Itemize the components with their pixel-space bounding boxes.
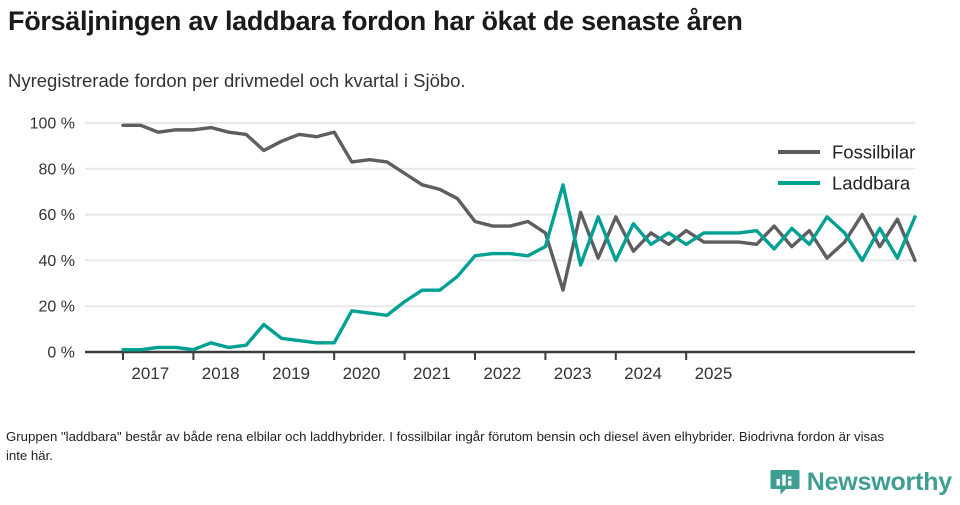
y-axis-tick-label: 20 %	[39, 299, 75, 316]
legend-label[interactable]: Fossilbilar	[832, 142, 915, 163]
x-axis-tick-label: 2018	[202, 364, 240, 383]
newsworthy-logo[interactable]: Newsworthy	[770, 467, 952, 497]
chart-footnote: Gruppen "laddbara" består av både rena e…	[6, 429, 885, 464]
x-axis-tick-label: 2024	[624, 364, 662, 383]
page-subtitle: Nyregistrerade fordon per drivmedel och …	[8, 70, 466, 91]
y-axis-tick-label: 0 %	[47, 345, 75, 362]
x-axis-tick-labels: 2017 2018 2019 2020 2021 2022 2023 2024 2025	[131, 364, 732, 383]
series-line-laddbara	[121, 183, 917, 352]
y-axis-tick-label: 80 %	[39, 161, 75, 178]
x-axis-tick-label: 2025	[695, 364, 733, 383]
chart-legend: Fossilbilar Laddbara	[778, 142, 915, 194]
x-axis-tick-label: 2022	[483, 364, 521, 383]
gridlines	[85, 122, 915, 354]
y-axis-tick-label: 40 %	[39, 253, 75, 270]
logo-wordmark: Newsworthy	[806, 467, 952, 496]
x-axis	[122, 352, 688, 360]
y-axis-tick-label: 100 %	[30, 116, 75, 133]
line-chart: 0 % 20 % 40 % 60 % 80 % 100 % 2017 2018 2019 202…	[30, 116, 917, 383]
y-axis-tick-label: 60 %	[39, 207, 75, 224]
bar-chart-speech-bubble-icon	[770, 470, 800, 495]
x-axis-tick-label: 2019	[272, 364, 310, 383]
data-series-group	[121, 123, 917, 352]
x-axis-tick-label: 2021	[413, 364, 451, 383]
legend-label[interactable]: Laddbara	[832, 173, 911, 194]
page-title: Försäljningen av laddbara fordon har öka…	[8, 6, 743, 36]
y-axis-tick-labels: 0 % 20 % 40 % 60 % 80 % 100 %	[30, 116, 75, 362]
x-axis-tick-label: 2020	[343, 364, 381, 383]
chart-container: 0 % 20 % 40 % 60 % 80 % 100 % 2017 2018 2019 202…	[0, 105, 960, 395]
x-axis-tick-label: 2023	[554, 364, 592, 383]
x-axis-tick-label: 2017	[131, 364, 169, 383]
